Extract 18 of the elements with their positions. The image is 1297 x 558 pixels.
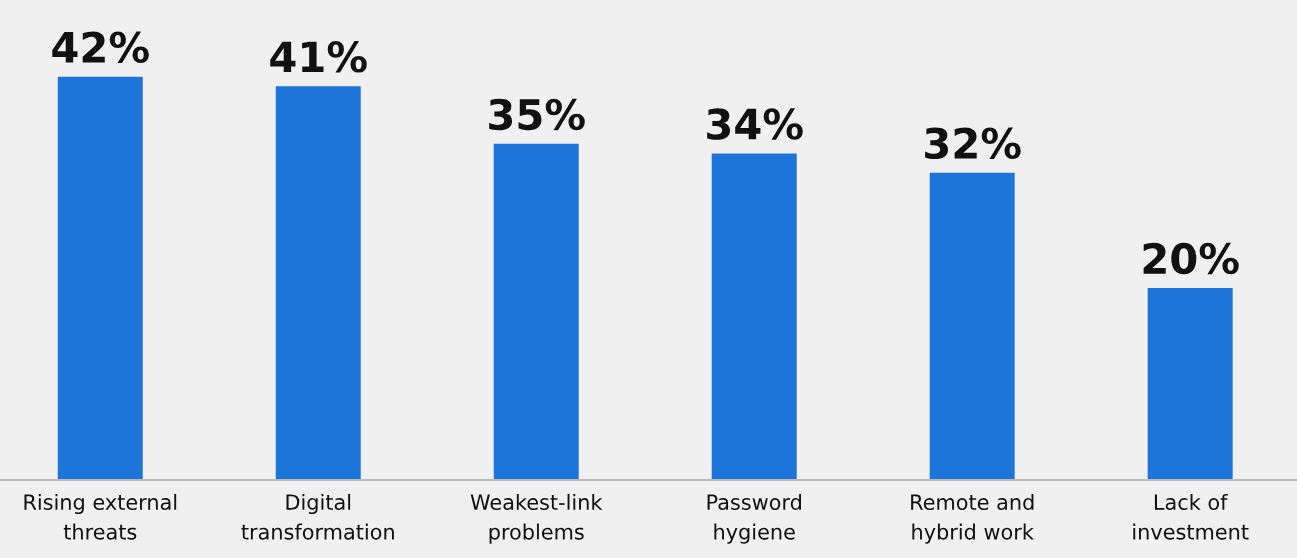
x-tick-label: Digital transformation xyxy=(241,493,394,540)
x-tick-label: Rising external threats xyxy=(24,493,177,540)
bar xyxy=(1147,287,1233,480)
data-label: 42% xyxy=(52,31,149,64)
data-label: 32% xyxy=(925,127,1021,160)
bar xyxy=(929,172,1015,480)
bar xyxy=(711,153,797,480)
x-tick-label: Lack of investment xyxy=(1133,493,1249,540)
x-tick-label: Password hygiene xyxy=(707,493,801,544)
x-tick-label: Weakest-link problems xyxy=(470,493,603,544)
data-label: 35% xyxy=(489,98,585,131)
x-tick-label: Remote and hybrid work xyxy=(911,493,1034,544)
data-label: 20% xyxy=(1143,242,1239,275)
data-label: 41% xyxy=(270,41,367,73)
bar xyxy=(57,76,143,480)
data-label: 34% xyxy=(707,108,803,140)
bar xyxy=(493,143,579,480)
bar xyxy=(275,86,361,480)
